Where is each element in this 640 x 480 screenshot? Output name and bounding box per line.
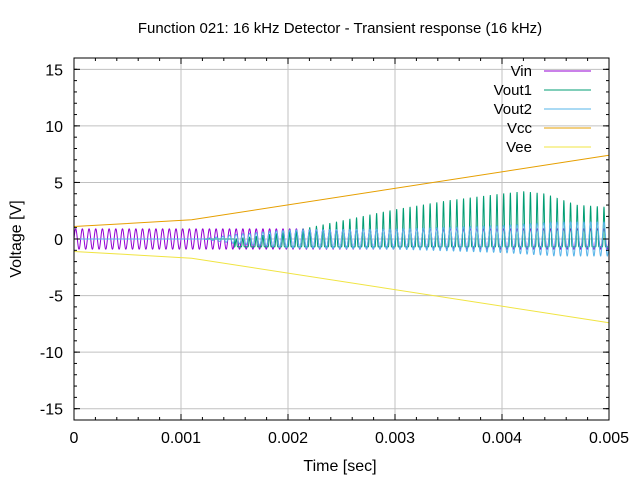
y-tick-label: -5 (49, 289, 63, 306)
x-tick-label: 0.001 (161, 430, 201, 447)
y-axis-label: Voltage [V] (8, 200, 25, 277)
legend-label-vcc: Vcc (507, 120, 533, 137)
legend: Vin Vout1 Vout2 Vcc Vee (494, 63, 591, 156)
y-tick-label: -15 (40, 402, 63, 419)
x-tick-label: 0.004 (482, 430, 522, 447)
grid (74, 58, 609, 420)
y-tick-label: -10 (40, 345, 63, 362)
chart-title: Function 021: 16 kHz Detector - Transien… (138, 20, 542, 37)
x-tick-label: 0.003 (375, 430, 415, 447)
legend-label-vout2: Vout2 (494, 101, 532, 118)
legend-label-vin: Vin (511, 63, 532, 80)
series-vout2-line (74, 221, 610, 257)
y-tick-label: 10 (45, 119, 63, 136)
x-axis-label: Time [sec] (303, 458, 376, 475)
y-tick-label: 5 (54, 175, 63, 192)
series-vee-line (73, 250, 610, 324)
series-vcc-line (73, 154, 610, 228)
y-tick-label: 0 (54, 232, 63, 249)
y-tick-label: 15 (45, 62, 63, 79)
series-group (73, 154, 610, 324)
x-tick-label: 0.002 (268, 430, 308, 447)
x-tick-label: 0 (70, 430, 79, 447)
x-tick-label: 0.005 (589, 430, 629, 447)
ticks: 0 0.001 0.002 0.003 0.004 0.005 -15 -10 -5 0 5 10 15 (40, 57, 629, 447)
legend-label-vout1: Vout1 (494, 82, 532, 99)
legend-label-vee: Vee (506, 139, 532, 156)
